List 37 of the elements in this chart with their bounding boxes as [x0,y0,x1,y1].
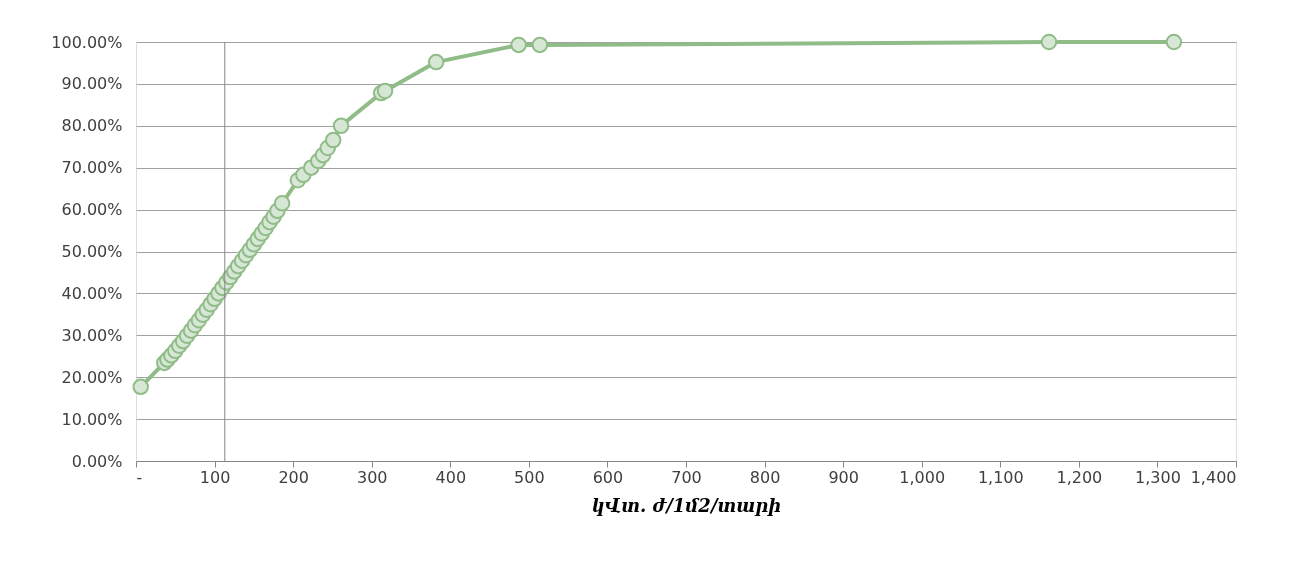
point [1165,33,1183,51]
y-tick-label: 20.00% [61,367,123,387]
x-tick-label: 700 [671,467,702,487]
point [273,195,291,212]
point [376,82,394,100]
x-tick-label: - [136,467,143,487]
x-tick-label: 1,100 [977,467,1024,487]
y-tick-label: 40.00% [61,283,123,303]
x-axis-title: կՎտ. ժ/1մ2/տարի [591,494,782,516]
y-tick-label: 80.00% [61,116,123,136]
x-tick-label: 1,200 [1056,467,1103,487]
point [510,36,527,54]
point [531,36,549,54]
x-tick-label: 1,000 [899,467,946,487]
point [132,378,149,396]
x-tick-label: 600 [592,467,624,487]
y-tick-label: 90.00% [61,74,123,94]
y-tick-label: 10.00% [61,409,123,429]
point [324,131,342,149]
y-tick-label: 50.00% [61,242,123,261]
point [1040,33,1058,51]
x-tick-label: 900 [828,467,859,487]
x-tick-label: 1,300 [1135,467,1181,487]
x-tick-label: 100 [199,467,231,487]
x-tick-label: 500 [514,467,545,487]
x-tick-label: 300 [356,467,388,487]
y-tick-label: 70.00% [61,158,123,178]
point [427,53,445,71]
point [332,117,350,135]
x-tick-label: 1,400 [1190,467,1237,487]
y-tick-label: 0.00% [71,451,123,471]
x-tick-label: 400 [435,467,467,487]
y-tick-label: 100.00% [51,32,123,52]
x-tick-label: 200 [278,467,309,487]
x-tick-label: 800 [749,467,781,487]
y-tick-label: 30.00% [61,325,123,345]
y-tick-label: 60.00% [61,200,123,220]
